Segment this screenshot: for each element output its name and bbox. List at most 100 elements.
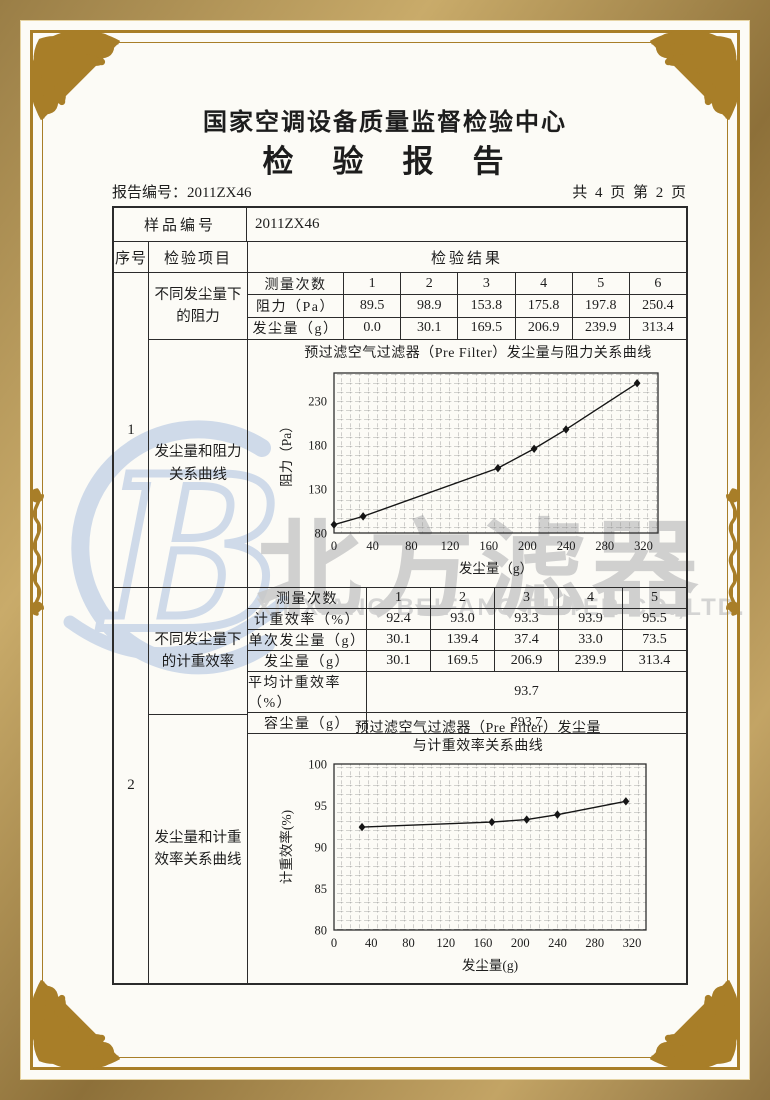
efficiency-data-table: 测量次数 1 2 3 4 5 计重效率（%） 92.4 93.0 93.3 93.9 95.5 单次发尘… (248, 588, 686, 734)
subtable-cell: 93.0 (430, 609, 494, 630)
item-label-efficiency-curve: 发尘量和计重效率关系曲线 (154, 829, 242, 868)
corner-ornament-bottom-right (644, 974, 748, 1078)
chart2-title-line2: 与计重效率关系曲线 (412, 739, 544, 754)
column-header-serial: 序号 (114, 242, 149, 272)
table-header-row: 序号 检验项目 检验结果 (114, 242, 686, 273)
subtable-cell: 73.5 (622, 630, 686, 651)
subtable-row-label: 平均计重效率（%） (248, 672, 366, 713)
x-tick-label: 240 (557, 539, 576, 553)
subtable-cell: 37.4 (494, 630, 558, 651)
y-tick-label: 95 (315, 799, 328, 813)
results-table: 样品编号 2011ZX46 序号 检验项目 检验结果 1 不同发尘量下的阻力 发… (112, 206, 688, 985)
y-tick-label: 80 (315, 527, 328, 541)
column-header-result: 检验结果 (430, 250, 503, 267)
result-column: 测量次数 1 2 3 4 5 6 阻力（Pa） 89.5 98.9 153.8 175.8 197.8 2… (248, 273, 686, 587)
data-point-marker (523, 815, 531, 824)
x-tick-label: 320 (623, 936, 642, 950)
inspection-center-name: 国家空调设备质量监督检验中心 (203, 110, 567, 136)
subtable-cell: 197.8 (571, 295, 629, 318)
x-tick-label: 200 (511, 936, 530, 950)
beifang-filter-logo-watermark: B (63, 420, 290, 682)
x-tick-label: 160 (474, 936, 493, 950)
subtable-cell: 95.5 (622, 609, 686, 630)
x-tick-label: 320 (634, 539, 653, 553)
x-tick-label: 40 (366, 539, 379, 553)
y-tick-label: 130 (308, 483, 327, 497)
corner-ornament-bottom-left (22, 974, 126, 1078)
watermark-company-en: XINXIANG BEIFANG FILTER CO.,LTD. (256, 594, 746, 621)
subtable-cell: 139.4 (430, 630, 494, 651)
item-column: 不同发尘量下的计重效率 发尘量和计重效率关系曲线 (149, 588, 248, 983)
subtable-row-label: 计重效率（%） (248, 609, 366, 630)
corner-ornament-top-right (644, 22, 748, 126)
subtable-cell: 313.4 (628, 317, 686, 340)
subtable-cell: 239.9 (558, 651, 622, 672)
y-tick-label: 90 (315, 841, 328, 855)
subtable-cell: 98.9 (400, 295, 458, 318)
x-tick-label: 240 (548, 936, 567, 950)
subtable-cell: 4 (514, 273, 572, 296)
subtable-cell: 4 (558, 588, 622, 609)
x-tick-label: 80 (402, 936, 415, 950)
subtable-row-label: 容尘量（g） (248, 713, 366, 734)
subtable-cell: 30.1 (400, 317, 458, 340)
side-ornament-left (25, 484, 49, 616)
plot-grid (334, 764, 646, 930)
subtable-cell: 92.4 (366, 609, 430, 630)
subtable-cell: 89.5 (343, 295, 401, 318)
subtable-cell: 175.8 (514, 295, 572, 318)
report-number: 报告编号：2011ZX46 (112, 185, 252, 201)
x-axis-label: 发尘量（g） (459, 561, 533, 576)
subtable-row-label: 单次发尘量（g） (248, 630, 366, 651)
chart2-title-line1: 预过滤空气过滤器（Pre Filter）发尘量 (355, 721, 601, 736)
x-tick-label: 200 (518, 539, 537, 553)
x-tick-label: 120 (441, 539, 460, 553)
page-indicator: 共 4 页 第 2 页 (572, 185, 688, 201)
corner-ornament-top-left (22, 22, 126, 126)
section-efficiency: 2 不同发尘量下的计重效率 发尘量和计重效率关系曲线 测量次数 1 2 3 4 5 计重效率… (114, 588, 686, 983)
subtable-cell: 5 (622, 588, 686, 609)
y-tick-label: 85 (315, 882, 328, 896)
x-tick-label: 120 (436, 936, 455, 950)
y-tick-label: 180 (308, 439, 327, 453)
subtable-cell: 0.0 (343, 317, 401, 340)
plot-border (333, 763, 647, 931)
subtable-row-label: 测量次数 (248, 588, 366, 609)
serial-cell: 1 (114, 273, 149, 587)
subtable-row-label: 阻力（Pa） (248, 295, 343, 318)
efficiency-chart: 80 85 90 95 100 0 40 80 120 160 200 240 280 320 发尘量(g)… (278, 758, 647, 973)
chart1-title: 预过滤空气过滤器（Pre Filter）发尘量与阻力关系曲线 (304, 346, 652, 361)
item-label-resistance: 不同发尘量下的阻力 (149, 273, 247, 340)
subtable-span-value: 293.7 (366, 713, 686, 734)
subtable-cell: 3 (494, 588, 558, 609)
subtable-cell: 5 (571, 273, 629, 296)
data-point-marker (359, 512, 367, 521)
data-line (333, 382, 638, 526)
subtable-row-label: 发尘量（g） (248, 651, 366, 672)
result-column: 测量次数 1 2 3 4 5 计重效率（%） 92.4 93.0 93.3 93.9 95.5 单次发尘… (248, 588, 686, 983)
x-tick-label: 160 (479, 539, 498, 553)
item-label-efficiency: 不同发尘量下的计重效率 (149, 588, 247, 715)
subtable-cell: 169.5 (430, 651, 494, 672)
plot-border (333, 372, 659, 534)
data-point-marker (633, 378, 641, 388)
item-column: 不同发尘量下的阻力 发尘量和阻力关系曲线 (149, 273, 248, 587)
subtable-cell: 2 (430, 588, 494, 609)
y-tick-label: 80 (315, 924, 328, 938)
subtable-cell: 6 (628, 273, 686, 296)
data-point-marker (554, 810, 561, 819)
y-tick-label: 100 (308, 758, 327, 772)
subtable-span-value: 93.7 (366, 672, 686, 713)
x-tick-label: 280 (585, 936, 604, 950)
data-point-marker (494, 463, 502, 473)
sample-number-value: 2011ZX46 (255, 216, 320, 232)
logo-letter-b: B (99, 429, 283, 678)
resistance-chart-block: 预过滤空气过滤器（Pre Filter）发尘量与阻力关系曲线 80 130 180 2… (248, 340, 686, 587)
efficiency-chart-block: 预过滤空气过滤器（Pre Filter）发尘量 与计重效率关系曲线 80 85 90… (248, 715, 686, 983)
subtable-row-label: 发尘量（g） (248, 318, 343, 340)
subtable-cell: 239.9 (571, 317, 629, 340)
side-ornament-right (721, 484, 745, 616)
item-label-resistance-curve: 发尘量和阻力关系曲线 (154, 444, 242, 483)
plot-grid (334, 373, 658, 533)
serial-cell: 2 (114, 588, 149, 983)
